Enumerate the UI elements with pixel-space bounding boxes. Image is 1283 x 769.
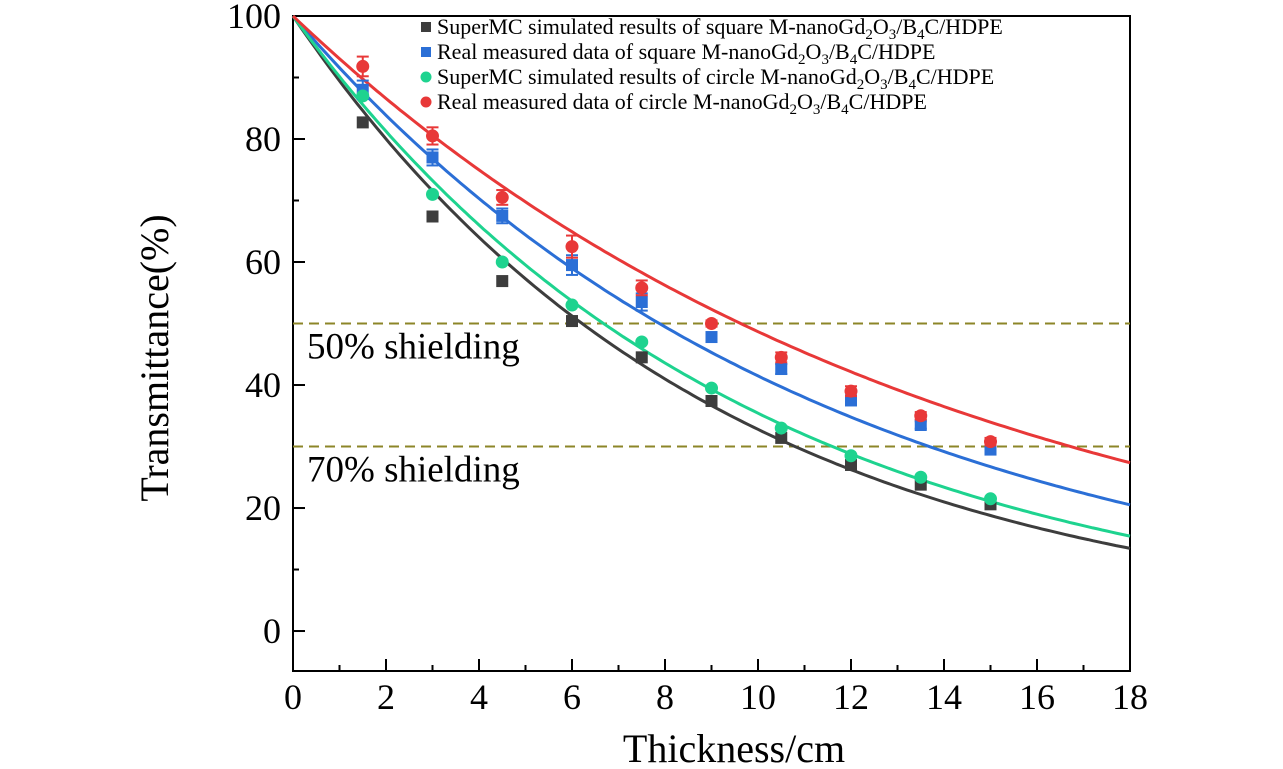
reference-lines: 50% shielding 70% shielding	[293, 322, 1130, 491]
data-point-circle	[426, 129, 439, 143]
y-axis-title: Transmittance(%)	[132, 214, 177, 501]
data-point-circle	[356, 89, 370, 103]
y-tick-label: 80	[245, 119, 281, 159]
y-tick-label: 0	[263, 611, 281, 651]
data-point-square	[426, 210, 439, 223]
data-point-square	[496, 209, 509, 222]
legend: SuperMC simulated results of square M-na…	[420, 14, 1003, 118]
data-point-square	[356, 116, 369, 129]
data-point-circle	[774, 350, 788, 364]
chart-axes: 0 2 4 6 8 10 12 14 16 18 0 20 40 60 80 100	[227, 0, 1148, 717]
x-tick-label: 18	[1112, 677, 1148, 717]
data-point-circle	[495, 190, 509, 204]
legend-entry: SuperMC simulated results of square M-na…	[437, 14, 1003, 43]
legend-entry: SuperMC simulated results of circle M-na…	[437, 64, 994, 93]
data-point-circle	[705, 317, 718, 331]
data-point-circle	[914, 409, 928, 423]
reference-label: 50% shielding	[307, 327, 520, 368]
x-tick-label: 10	[740, 677, 776, 717]
x-tick-label: 8	[656, 677, 674, 717]
y-tick-label: 40	[245, 365, 281, 405]
data-point-square	[566, 315, 578, 328]
data-point-circle	[984, 492, 997, 506]
x-axis-title: Thickness/cm	[623, 726, 845, 769]
x-tick-label: 4	[470, 677, 488, 717]
x-tick-label: 6	[563, 677, 581, 717]
data-point-square	[566, 259, 578, 272]
y-tick-label: 60	[245, 242, 281, 282]
data-point-circle	[426, 187, 439, 201]
data-point-circle	[565, 298, 579, 312]
y-tick-label: 20	[245, 488, 281, 528]
data-point-circle	[984, 435, 997, 449]
data-point-circle	[705, 381, 718, 395]
x-tick-label: 2	[377, 677, 395, 717]
data-point-square	[705, 331, 718, 344]
legend-marker	[421, 22, 431, 32]
data-point-square	[705, 395, 718, 408]
x-tick-label: 14	[926, 677, 962, 717]
data-point-square	[426, 151, 439, 164]
data-point-square	[775, 431, 788, 444]
legend-marker	[420, 96, 432, 108]
data-point-circle	[356, 59, 370, 73]
legend-marker	[421, 47, 431, 57]
y-tick-label: 100	[227, 0, 281, 36]
data-point-circle	[844, 449, 858, 463]
data-points	[356, 55, 997, 511]
data-point-circle	[774, 421, 788, 435]
data-point-circle	[914, 470, 928, 484]
data-point-circle	[844, 384, 858, 398]
data-point-circle	[565, 240, 579, 254]
data-point-square	[496, 275, 509, 288]
reference-label: 70% shielding	[307, 450, 520, 491]
legend-entry: Real measured data of circle M-nanoGd2O3…	[437, 89, 927, 118]
x-tick-label: 12	[833, 677, 869, 717]
data-point-square	[635, 295, 648, 308]
data-point-circle	[635, 281, 649, 295]
data-point-circle	[635, 335, 649, 349]
x-tick-label: 16	[1019, 677, 1055, 717]
data-point-square	[914, 418, 927, 431]
data-point-circle	[495, 255, 509, 269]
data-point-square	[845, 458, 857, 471]
legend-entry: Real measured data of square M-nanoGd2O3…	[437, 39, 935, 68]
data-point-square	[775, 363, 788, 376]
data-point-square	[845, 394, 857, 407]
legend-marker	[420, 71, 432, 83]
x-tick-label: 0	[284, 677, 302, 717]
data-point-square	[635, 351, 648, 364]
